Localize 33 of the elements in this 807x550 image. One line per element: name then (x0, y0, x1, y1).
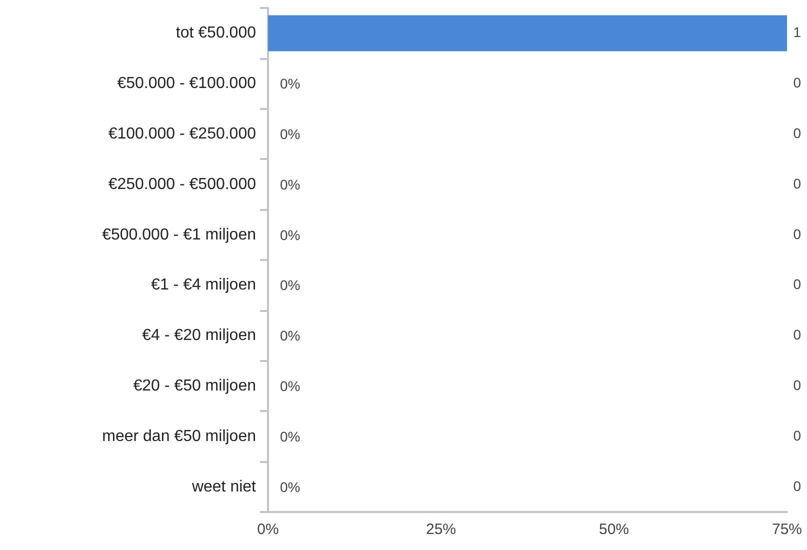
y-tick-label: weet niet (190, 478, 257, 496)
y-tick-label: €50.000 - €100.000 (117, 75, 256, 92)
text: 0 (793, 377, 802, 393)
x-tick-label: 75% (772, 521, 802, 538)
text: 0 (793, 226, 802, 242)
data-label: 0% (280, 378, 300, 394)
data-label: 0% (280, 226, 300, 243)
data-label: 0% (280, 478, 300, 495)
y-tick-label: €20 - €50 miljoen (133, 378, 256, 394)
y-tick-label: €500.000 - €1 miljoen (102, 226, 256, 244)
data-label: 0% (280, 428, 300, 444)
y-tick-label: €250.000 - €500.000 (108, 176, 256, 193)
x-tick-label: 0% (257, 521, 279, 538)
x-tick-label: 25% (426, 521, 456, 538)
y-tick-label: €4 - €20 miljoen (142, 327, 256, 344)
y-tick-label: tot €50.000 (176, 24, 256, 42)
x-tick-label: 50% (598, 521, 630, 538)
data-label: 0% (280, 277, 300, 294)
data-label: 0% (280, 176, 300, 192)
text: 0 (793, 74, 802, 91)
text: 0 (793, 326, 802, 343)
text: 0 (793, 478, 802, 494)
text: 1 (793, 24, 802, 40)
y-tick-label: €1 - €4 miljoen (151, 276, 256, 294)
text: 0 (793, 427, 802, 444)
data-label: 0% (280, 328, 300, 344)
text: 0 (793, 125, 802, 141)
text: 0 (793, 175, 802, 192)
data-label: 0% (280, 76, 300, 92)
y-tick-label: meer dan €50 miljoen (102, 428, 256, 445)
y-tick-label: €100.000 - €250.000 (108, 126, 256, 142)
text: 0 (793, 276, 802, 292)
data-label: 0% (280, 126, 300, 142)
